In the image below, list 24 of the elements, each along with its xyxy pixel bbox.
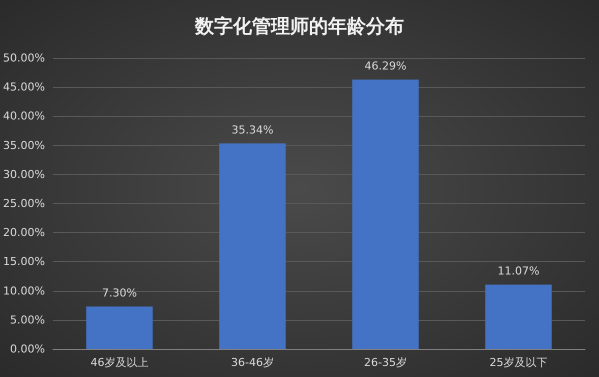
bar — [219, 143, 286, 349]
x-tick-label: 26-35岁 — [364, 356, 407, 369]
data-label: 7.30% — [102, 286, 137, 300]
x-tick-label: 46岁及以上 — [90, 356, 148, 369]
y-tick-label: 30.00% — [2, 168, 45, 181]
bar — [485, 284, 552, 349]
x-tick-label: 36-46岁 — [230, 356, 274, 369]
chart-title: 数字化管理师的年龄分布 — [194, 16, 404, 38]
data-label: 46.29% — [364, 60, 406, 73]
bar — [86, 306, 153, 349]
y-tick-label: 45.00% — [2, 80, 45, 94]
y-tick-label: 25.00% — [2, 197, 45, 210]
data-label: 35.34% — [231, 123, 274, 136]
y-tick-label: 15.00% — [2, 255, 45, 268]
x-tick-label: 25岁及以下 — [489, 356, 548, 369]
bar — [352, 80, 419, 349]
y-tick-label: 10.00% — [2, 284, 45, 298]
y-tick-label: 5.00% — [10, 313, 45, 326]
y-tick-label: 20.00% — [2, 226, 45, 240]
y-tick-label: 35.00% — [2, 138, 45, 152]
data-label: 11.07% — [498, 264, 540, 278]
y-tick-label: 0.00% — [10, 342, 45, 356]
y-tick-label: 50.00% — [2, 52, 45, 64]
y-tick-label: 40.00% — [2, 110, 45, 123]
